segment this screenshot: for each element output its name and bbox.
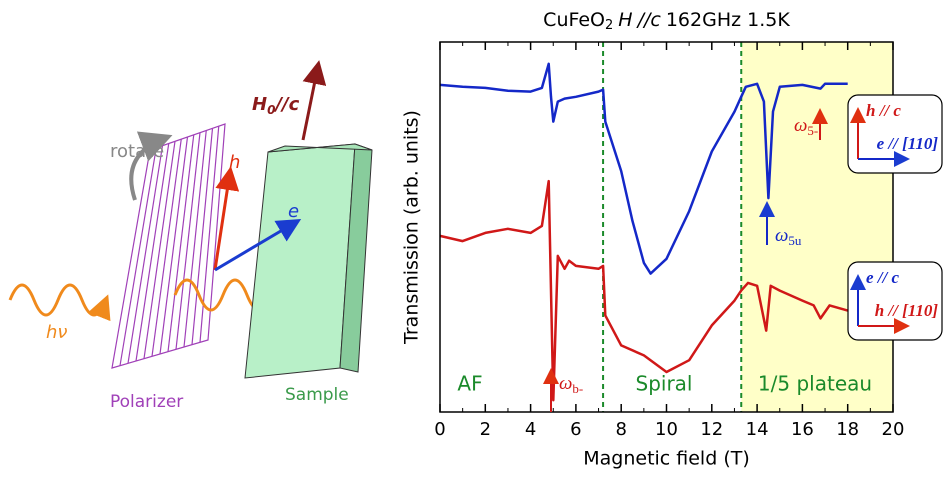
polarizer-stripe bbox=[175, 132, 201, 350]
resonance-sub: 5u bbox=[788, 233, 802, 248]
polarization-box bbox=[847, 261, 943, 341]
x-tick-label: 2 bbox=[480, 419, 491, 440]
pol-top: e // c bbox=[866, 268, 899, 287]
resonance-symbol: ω bbox=[559, 373, 572, 394]
polarizer bbox=[111, 123, 226, 369]
incoming-wave bbox=[8, 283, 111, 322]
e-label: e bbox=[288, 201, 299, 222]
x-tick-label: 16 bbox=[791, 419, 814, 440]
h-label: h bbox=[229, 152, 240, 173]
resonance-symbol: ω bbox=[775, 225, 788, 246]
polarizer-stripe bbox=[183, 130, 207, 348]
polarizer-stripe bbox=[151, 139, 182, 357]
pol-bottom: h // [110] bbox=[875, 301, 939, 320]
h-arrow bbox=[213, 166, 240, 271]
y-axis-label: Transmission (arb. units) bbox=[401, 110, 423, 345]
field-rest: //c bbox=[273, 94, 299, 115]
polarizer-label: Polarizer bbox=[110, 392, 183, 412]
resonance-label: ω5u bbox=[775, 225, 802, 248]
polarizer-stripe bbox=[191, 128, 214, 345]
x-tick-label: 6 bbox=[570, 419, 581, 440]
x-tick-label: 0 bbox=[434, 419, 445, 440]
rotate-label: rotate bbox=[110, 141, 164, 162]
title-part: 162GHz 1.5K bbox=[666, 9, 791, 31]
x-tick-label: 8 bbox=[615, 419, 626, 440]
sample-top bbox=[267, 143, 373, 153]
sample-front bbox=[244, 143, 356, 379]
polarizer-stripe bbox=[135, 143, 170, 362]
resonance-label: ωb- bbox=[559, 373, 583, 396]
photon-label: hν bbox=[46, 322, 67, 343]
polarizer-stripe bbox=[159, 136, 189, 355]
e-arrow bbox=[214, 218, 302, 272]
polarization-box bbox=[847, 94, 943, 174]
resonance-label: ω5- bbox=[794, 115, 818, 138]
series-line bbox=[439, 62, 848, 275]
phase-label: AF bbox=[457, 372, 482, 396]
polarizer-stripe bbox=[119, 147, 157, 366]
x-tick-label: 20 bbox=[882, 419, 905, 440]
field-arrow bbox=[301, 60, 327, 141]
chart-title: CuFeO2 H//c 162GHz 1.5K bbox=[543, 9, 790, 33]
polarizer-stripe bbox=[199, 126, 220, 343]
field-sub: 0 bbox=[267, 103, 275, 117]
field-main: H bbox=[252, 94, 267, 115]
x-tick-label: 14 bbox=[746, 419, 769, 440]
setup-diagram: rotate h e H0//c hν Polarizer Sample bbox=[8, 60, 373, 412]
x-tick-label: 4 bbox=[525, 419, 536, 440]
resonance-sub: 5- bbox=[807, 123, 818, 138]
x-tick-label: 10 bbox=[655, 419, 678, 440]
rotate-arrow bbox=[129, 131, 173, 201]
title-part: H bbox=[618, 9, 632, 31]
phase-label: Spiral bbox=[636, 372, 693, 396]
resonance-symbol: ω bbox=[794, 115, 807, 136]
x-tick-label: 12 bbox=[700, 419, 723, 440]
title-part: 2 bbox=[605, 18, 613, 33]
field-label: H0//c bbox=[252, 94, 300, 117]
polarizer-stripe bbox=[127, 145, 164, 364]
pol-bottom: e // [110] bbox=[877, 134, 939, 153]
series-line bbox=[439, 179, 849, 402]
phase-label: 1/5 plateau bbox=[758, 372, 872, 396]
resonance-sub: b- bbox=[572, 381, 583, 396]
polarizer-stripe bbox=[167, 134, 195, 352]
x-tick-label: 18 bbox=[836, 419, 859, 440]
polarizer-stripe bbox=[143, 141, 176, 359]
sample-label: Sample bbox=[285, 385, 349, 405]
chart: 0 2 4 6 8 10 12 14 16 18 20 Magnetic field (T) Trans… bbox=[401, 9, 943, 470]
title-part: CuFeO bbox=[543, 9, 605, 31]
title-part: //c bbox=[636, 9, 662, 31]
x-axis-label: Magnetic field (T) bbox=[583, 448, 750, 470]
pol-top: h // c bbox=[866, 101, 901, 120]
